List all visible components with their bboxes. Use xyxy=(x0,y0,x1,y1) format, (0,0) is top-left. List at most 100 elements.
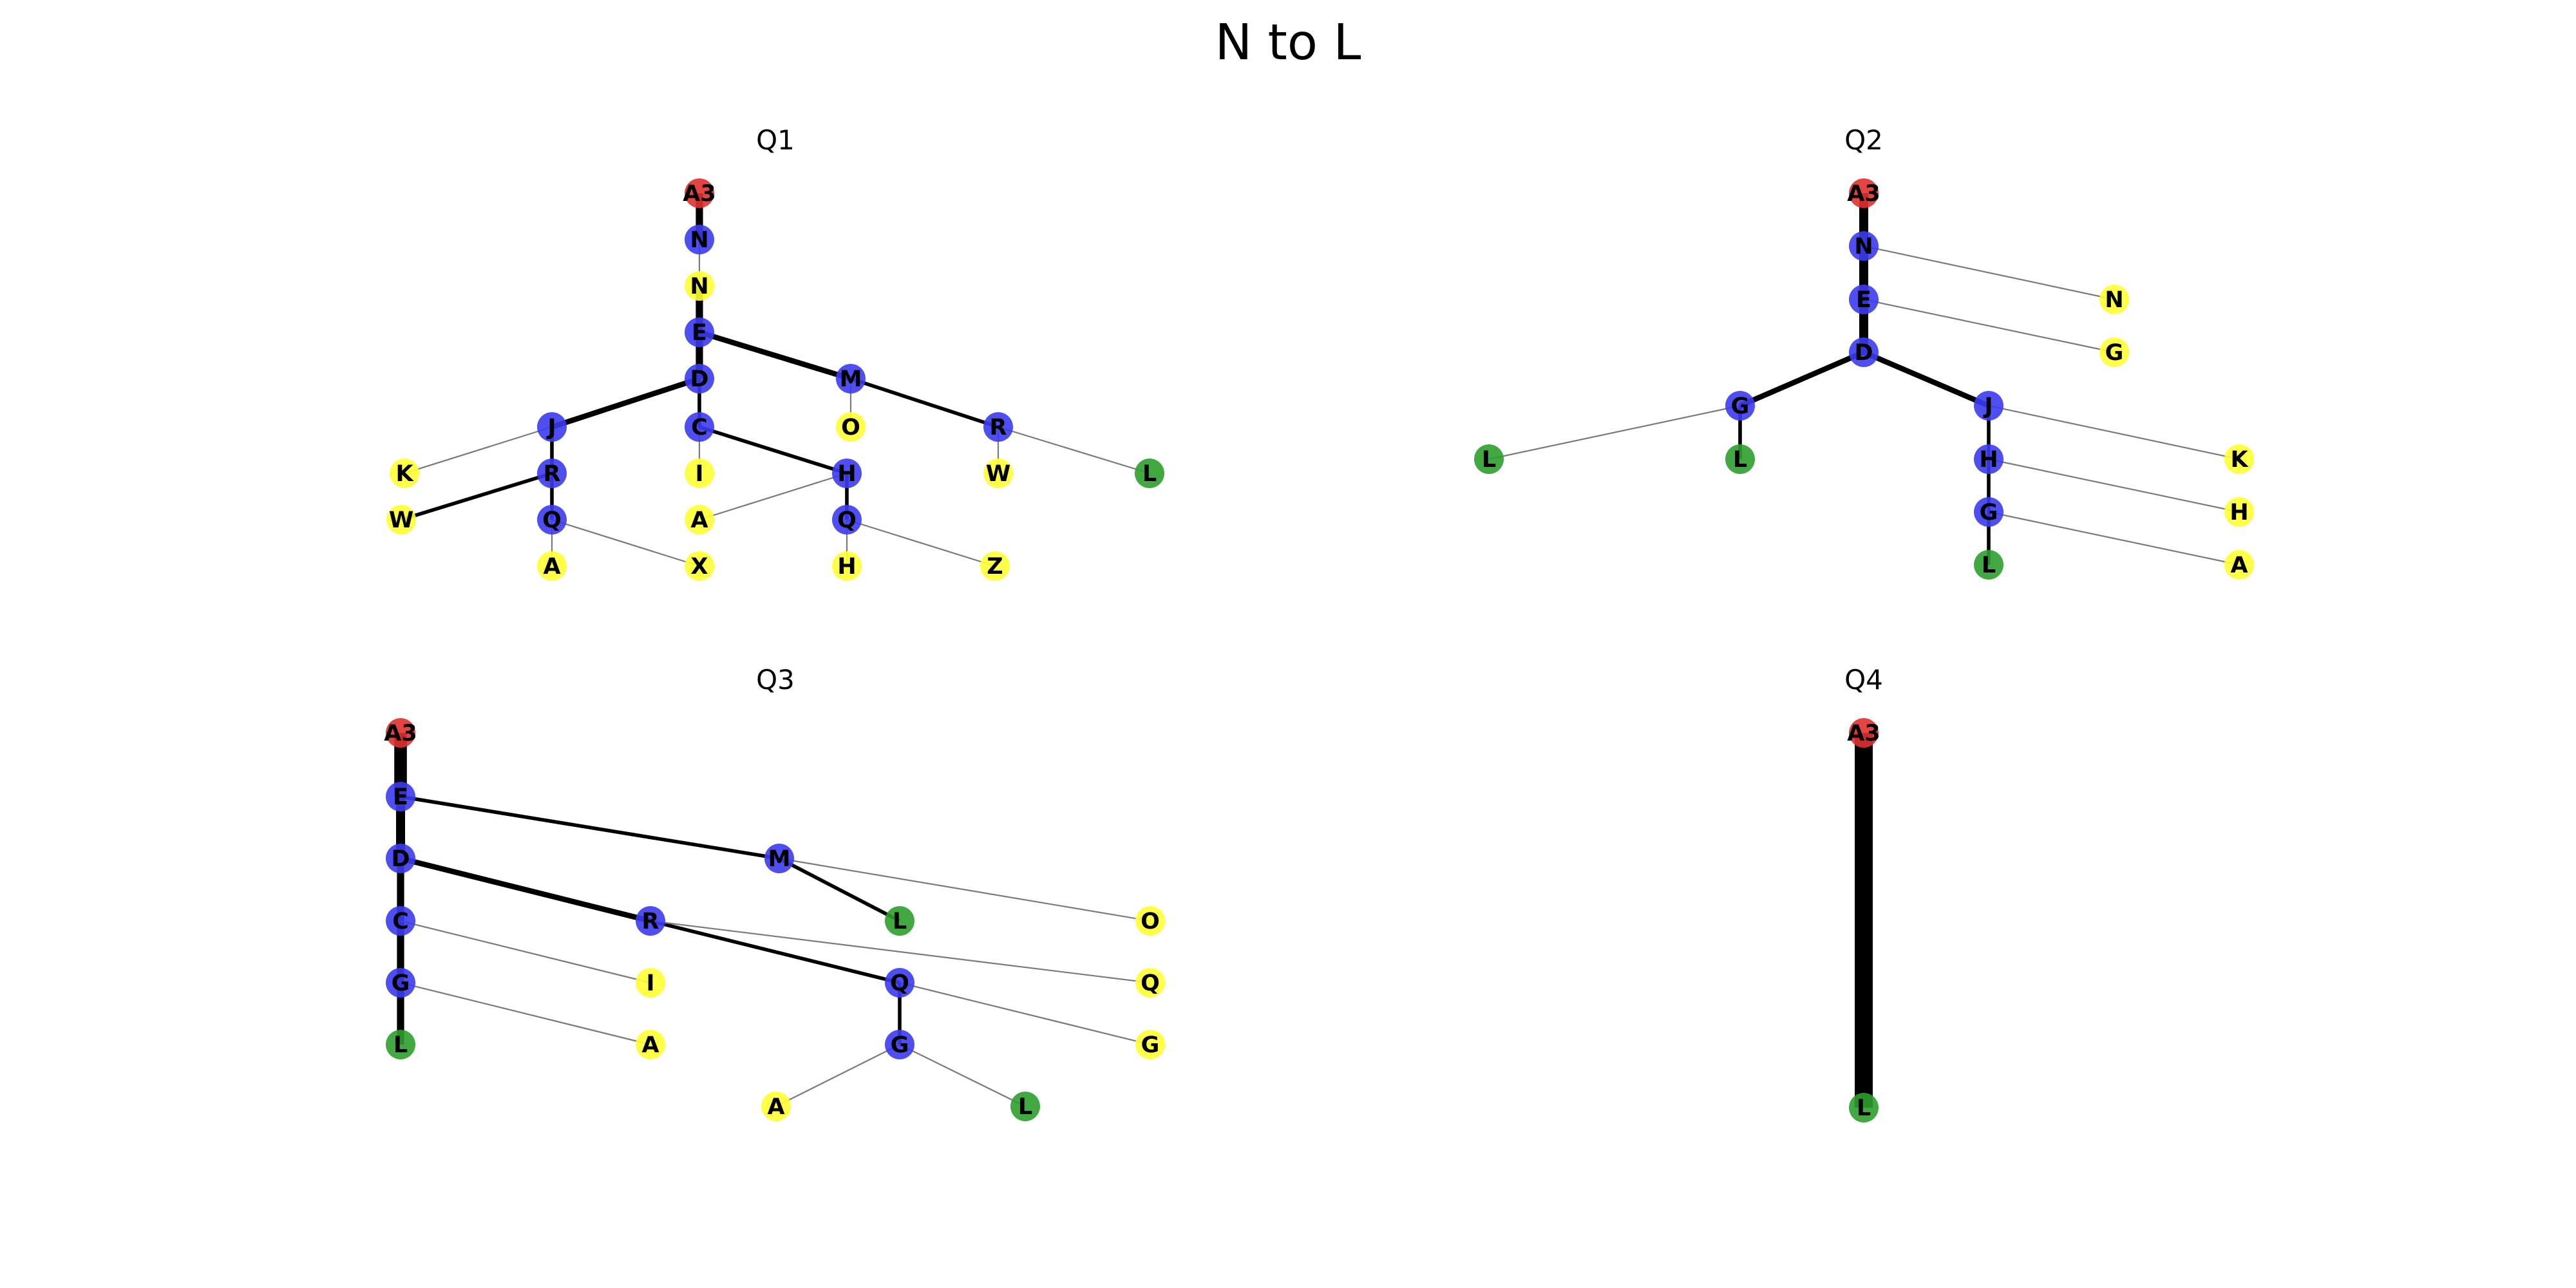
node-target xyxy=(1474,444,1504,474)
node-path xyxy=(537,412,567,442)
node-label: N xyxy=(1854,234,1873,260)
edge-M-R2 xyxy=(850,377,999,429)
node-label: N xyxy=(690,227,708,253)
edge-J-K xyxy=(404,426,553,475)
node-target xyxy=(1725,444,1755,474)
node-label: L xyxy=(1857,1095,1871,1121)
node-label: J xyxy=(546,415,556,440)
node-label: G xyxy=(1980,500,1998,526)
node-label: L xyxy=(1982,553,1996,578)
node-path xyxy=(764,844,794,873)
node-label: G xyxy=(1731,393,1750,419)
node-label: A xyxy=(767,1094,784,1120)
edge-D-R xyxy=(399,855,652,924)
node-label: Q xyxy=(837,507,857,533)
node-label: O xyxy=(841,415,860,440)
node-target xyxy=(1010,1092,1040,1121)
node-label: H xyxy=(837,554,856,580)
node-label: E xyxy=(393,784,408,810)
node-root xyxy=(685,178,714,208)
node-label: W xyxy=(389,507,414,533)
node-label: H xyxy=(2230,500,2248,526)
edge-H1-H2 xyxy=(1988,458,2240,513)
node-path xyxy=(386,906,415,936)
node-label: A3 xyxy=(384,721,417,746)
node-label: G xyxy=(2105,340,2124,366)
node-label: A xyxy=(543,554,560,580)
node-label: L xyxy=(893,909,907,934)
node-path xyxy=(983,412,1013,442)
figure-title: N to L xyxy=(1215,14,1361,71)
node-label: L xyxy=(1142,461,1157,487)
edge-R-Q2 xyxy=(650,920,1151,984)
node-label: A xyxy=(2230,553,2248,578)
node-leaf xyxy=(2224,497,2254,527)
node-root xyxy=(1849,718,1879,748)
node-path xyxy=(685,225,714,254)
node-label: C xyxy=(392,909,409,934)
node-label: G xyxy=(1141,1032,1160,1058)
node-path xyxy=(1849,231,1879,261)
node-label: D xyxy=(690,366,708,392)
node-leaf xyxy=(761,1092,791,1121)
node-leaf xyxy=(685,271,714,301)
edge-Q1-X xyxy=(551,518,700,567)
node-label: L xyxy=(1482,447,1496,473)
node-label: I xyxy=(646,971,654,996)
node-label: N xyxy=(690,274,708,299)
edge-G2-A2 xyxy=(775,1044,900,1107)
edge-G1-L1 xyxy=(1488,404,1741,460)
node-label: L xyxy=(1018,1094,1032,1120)
node-label: R xyxy=(544,461,561,487)
panel-title: Q3 xyxy=(756,664,795,696)
edge-G2-L3 xyxy=(899,1044,1026,1107)
node-label: X xyxy=(691,554,708,580)
node-leaf xyxy=(983,459,1013,488)
node-label: K xyxy=(395,461,414,487)
node-label: A xyxy=(690,507,708,533)
node-root xyxy=(386,718,415,748)
panel-title: Q1 xyxy=(756,124,795,156)
node-leaf xyxy=(1135,1030,1165,1059)
node-label: J xyxy=(1983,393,1993,419)
edge-M-O xyxy=(779,857,1151,922)
node-path xyxy=(636,906,665,936)
edge-Q1-G3 xyxy=(899,981,1151,1046)
node-leaf xyxy=(832,551,862,581)
node-label: E xyxy=(692,320,707,346)
node-label: H xyxy=(837,461,856,487)
edge-Q2-Z xyxy=(846,518,996,567)
node-label: G xyxy=(392,971,410,996)
node-path xyxy=(885,968,914,998)
node-root xyxy=(1849,178,1879,208)
node-path xyxy=(1849,285,1879,314)
node-label: R xyxy=(990,415,1007,440)
node-path xyxy=(685,412,714,442)
edge-R-Q1 xyxy=(650,919,900,985)
node-leaf xyxy=(2099,285,2129,314)
node-leaf xyxy=(685,551,714,581)
node-label: C xyxy=(691,415,708,440)
edge-D-G1 xyxy=(1739,350,1865,408)
node-path xyxy=(537,505,567,535)
node-leaf xyxy=(836,412,866,442)
node-path xyxy=(386,968,415,998)
edge-E-M xyxy=(400,795,780,860)
edge-N1-N2 xyxy=(1863,245,2115,301)
edge-M-L2 xyxy=(778,857,901,923)
node-target xyxy=(885,906,914,936)
node-path xyxy=(537,459,567,488)
node-leaf xyxy=(2099,337,2129,367)
panel-2: Q2 A3 N E N G D G J L L H K G H L A xyxy=(1474,124,2254,580)
node-label: M xyxy=(768,846,791,872)
node-label: I xyxy=(695,461,703,487)
edge-C-H1 xyxy=(699,425,848,475)
node-path xyxy=(1725,391,1755,421)
node-leaf xyxy=(1135,968,1165,998)
node-path xyxy=(832,505,862,535)
node-target xyxy=(1135,459,1164,488)
node-path xyxy=(386,782,415,811)
node-label: O xyxy=(1141,909,1160,934)
